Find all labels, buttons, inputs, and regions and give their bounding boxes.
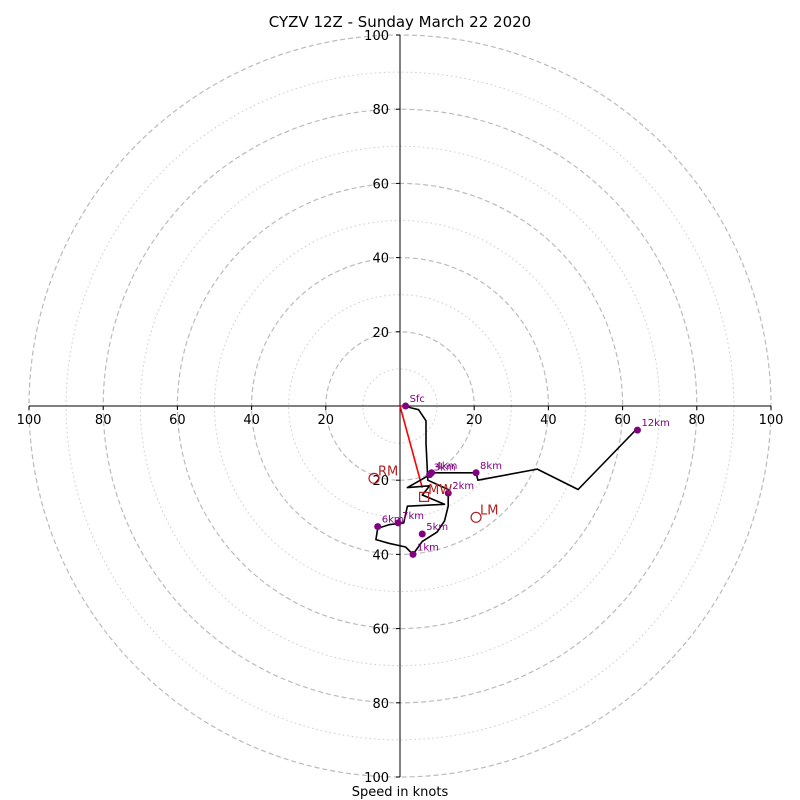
y-tick-label: 80 [372,103,389,118]
y-tick-label: 20 [372,474,389,489]
height-marker-label: 2km [452,481,474,492]
storm-motion-marker [419,491,430,502]
y-tick-label: 60 [372,623,389,638]
height-marker-label: 12km [641,418,669,429]
height-marker-label: Sfc [410,394,425,405]
x-tick-label: 40 [540,413,557,428]
y-tick-label: 40 [372,548,389,563]
y-tick-label: 100 [364,771,389,786]
height-marker-point [374,523,382,531]
height-marker-point [409,550,417,558]
height-marker-label: 1km [417,542,439,553]
x-tick-label: 20 [318,413,335,428]
storm-motion-marker [470,511,482,523]
height-marker-label: 6km [382,515,404,526]
x-tick-label: 20 [466,413,483,428]
x-tick-label: 60 [169,413,186,428]
x-tick-label: 80 [689,413,706,428]
height-marker-label: 4km [436,461,458,472]
x-tick-label: 40 [243,413,260,428]
height-marker-point [472,469,480,477]
height-marker-point [402,402,410,410]
tick-labels: 100 80 60 40 20 20 40 60 80 100 100 80 60 40 20 20 40 60 8… [17,29,784,786]
height-marker-point [444,489,452,497]
height-marker-label: 3km [434,463,456,474]
chart-title: CYZV 12Z - Sunday March 22 2020 [269,13,531,31]
x-tick-label: 80 [95,413,112,428]
height-marker-point [428,469,436,477]
height-marker-label: 5km [426,522,448,533]
y-tick-label: 80 [372,697,389,712]
height-marker-point [394,519,402,527]
x-tick-label: 60 [614,413,631,428]
storm-motion-label: LM [480,503,498,518]
y-tick-label: 100 [364,29,389,44]
storm-motion-label: MW [428,483,452,498]
x-axis-label: Speed in knots [352,785,449,800]
x-tick-label: 100 [759,413,784,428]
hodograph-line [375,405,640,556]
x-tick-label: 100 [17,413,42,428]
y-tick-label: 60 [372,177,389,192]
y-tick-label: 40 [372,252,389,267]
height-marker-point [418,530,426,538]
height-marker-point [633,426,641,434]
shear-vector [399,405,424,488]
storm-motion-label: RM [378,464,398,479]
storm-motion-marker [368,472,380,484]
height-marker-label: 7km [402,511,424,522]
hodograph-trace [375,405,640,556]
height-marker-label: 8km [480,461,502,472]
y-tick-label: 20 [372,326,389,341]
storm-motion-markers: RM LM MW [368,464,499,523]
